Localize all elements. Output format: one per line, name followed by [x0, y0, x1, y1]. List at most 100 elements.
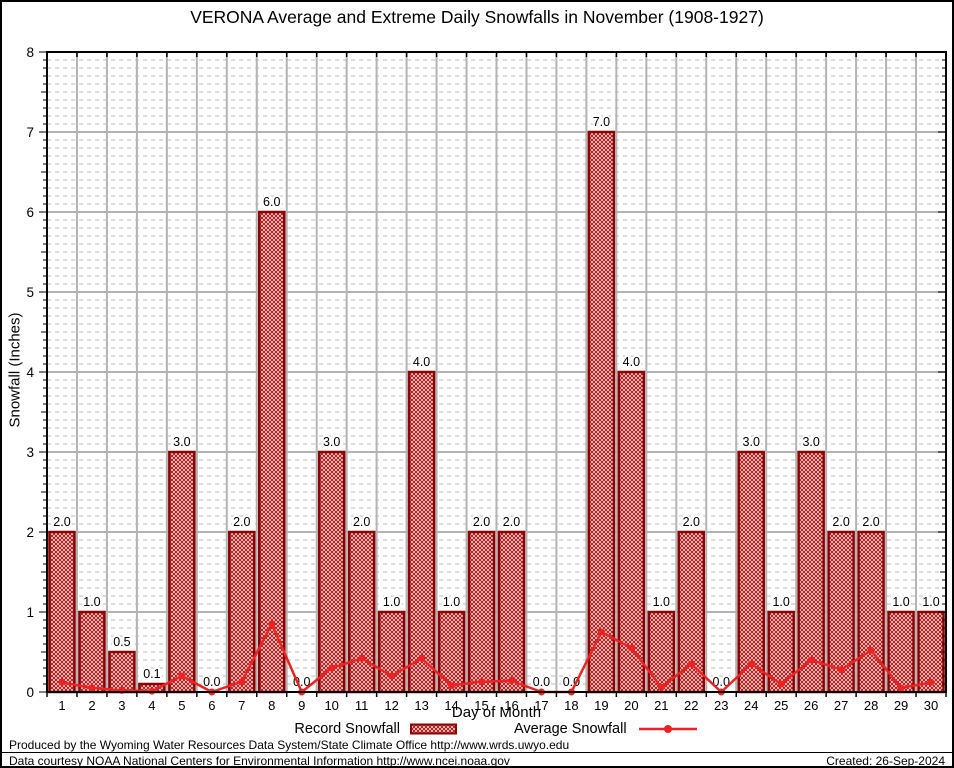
x-axis-title: Day of Month [451, 704, 542, 721]
value-label-day-20: 4.0 [623, 355, 640, 369]
x-tick-27: 27 [834, 698, 848, 713]
average-point-day-11 [358, 654, 366, 662]
bar-day-12 [377, 610, 406, 694]
average-point-day-27 [837, 666, 845, 674]
x-tick-15: 15 [474, 698, 488, 713]
x-tick-14: 14 [444, 698, 458, 713]
bar-day-22 [677, 530, 706, 694]
bar-day-26 [797, 450, 825, 694]
bar-day-25 [767, 610, 795, 694]
x-tick-22: 22 [684, 698, 698, 713]
record-snowfall-swatch [409, 723, 458, 735]
average-point-day-13 [418, 654, 426, 662]
footer-divider [2, 752, 952, 753]
x-tick-16: 16 [504, 698, 518, 713]
y-tick-4: 4 [26, 365, 34, 380]
average-point-day-8 [268, 620, 276, 628]
bar-day-30 [917, 610, 945, 694]
bar-day-29 [887, 610, 915, 694]
bar-day-8 [258, 210, 286, 694]
value-label-day-6: 0.0 [203, 675, 220, 689]
y-tick-labels: 0 1 2 3 4 5 6 7 8 [26, 45, 34, 700]
y-tick-1: 1 [26, 605, 34, 620]
bar-value-labels: 2.0 1.0 0.5 0.1 3.0 0.0 2.0 6.0 0.0 3.0 2.0 1.0 4.0 1… [51, 113, 941, 691]
legend-record-label: Record Snowfall [294, 721, 400, 737]
value-label-day-3: 0.5 [113, 635, 130, 649]
x-tick-18: 18 [564, 698, 578, 713]
average-point-day-22 [687, 660, 695, 668]
bar-day-16 [497, 530, 526, 694]
value-label-day-21: 1.0 [653, 595, 670, 609]
x-tick-17: 17 [534, 698, 548, 713]
value-label-day-30: 1.0 [922, 595, 939, 609]
x-tick-8: 8 [268, 698, 275, 713]
chart-title: VERONA Average and Extreme Daily Snowfal… [190, 7, 764, 27]
axis-ticks [39, 51, 947, 697]
bar-day-28 [857, 530, 885, 694]
x-tick-labels: 1 2 3 4 5 6 7 8 9 10 11 12 13 14 15 16 17 18 19 20 21 22 23 24 2… [58, 698, 938, 713]
bar-day-3 [108, 650, 136, 694]
x-tick-4: 4 [148, 698, 155, 713]
x-tick-13: 13 [414, 698, 428, 713]
average-snowfall-line-sample [637, 723, 699, 735]
average-point-day-19 [597, 628, 605, 636]
value-label-day-7: 2.0 [233, 515, 250, 529]
x-tick-9: 9 [298, 698, 305, 713]
average-point-day-14 [448, 682, 456, 690]
average-point-day-21 [657, 683, 665, 691]
value-label-day-2: 1.0 [83, 595, 100, 609]
bar-day-10 [317, 450, 346, 694]
x-tick-23: 23 [714, 698, 728, 713]
average-point-day-12 [388, 672, 396, 680]
footer-courtesy: Data courtesy NOAA National Centers for … [9, 754, 510, 768]
x-tick-30: 30 [924, 698, 938, 713]
bar-day-5 [168, 450, 196, 694]
y-tick-5: 5 [26, 285, 34, 300]
value-label-day-29: 1.0 [892, 595, 909, 609]
value-label-day-4: 0.1 [143, 667, 160, 681]
average-point-day-29 [897, 684, 905, 692]
x-tick-7: 7 [238, 698, 245, 713]
y-axis-title: Snowfall (Inches) [6, 312, 24, 428]
x-tick-20: 20 [624, 698, 638, 713]
bar-day-19 [587, 130, 616, 694]
legend: Record Snowfall Average Snowfall [47, 721, 946, 737]
value-label-day-11: 2.0 [353, 515, 370, 529]
value-label-day-19: 7.0 [593, 115, 610, 129]
bar-day-2 [78, 610, 106, 694]
x-tick-25: 25 [774, 698, 788, 713]
y-tick-0: 0 [26, 685, 34, 700]
average-point-day-1 [58, 678, 66, 686]
average-point-day-7 [238, 678, 246, 686]
bar-day-24 [737, 450, 765, 694]
value-label-day-16: 2.0 [503, 515, 520, 529]
average-point-day-24 [747, 660, 755, 668]
value-label-day-5: 3.0 [173, 435, 190, 449]
x-tick-1: 1 [58, 698, 65, 713]
y-tick-6: 6 [26, 205, 34, 220]
value-label-day-24: 3.0 [743, 435, 760, 449]
x-tick-24: 24 [744, 698, 758, 713]
average-point-day-2 [88, 684, 96, 692]
value-label-day-28: 2.0 [862, 515, 879, 529]
bar-day-7 [228, 530, 256, 694]
bar-day-14 [437, 610, 466, 694]
y-tick-2: 2 [26, 525, 34, 540]
bar-day-13 [407, 370, 436, 694]
average-point-day-28 [867, 646, 875, 654]
value-label-day-27: 2.0 [832, 515, 849, 529]
x-tick-11: 11 [355, 698, 369, 713]
value-label-day-25: 1.0 [772, 595, 789, 609]
x-tick-29: 29 [894, 698, 908, 713]
value-label-day-10: 3.0 [323, 435, 340, 449]
vertical-gridlines [75, 52, 918, 692]
x-tick-3: 3 [118, 698, 125, 713]
average-point-day-26 [807, 656, 815, 664]
x-tick-26: 26 [804, 698, 818, 713]
x-tick-5: 5 [178, 698, 185, 713]
legend-average-label: Average Snowfall [513, 721, 627, 737]
average-snowfall-line [61, 622, 932, 694]
average-point-day-10 [328, 664, 336, 672]
